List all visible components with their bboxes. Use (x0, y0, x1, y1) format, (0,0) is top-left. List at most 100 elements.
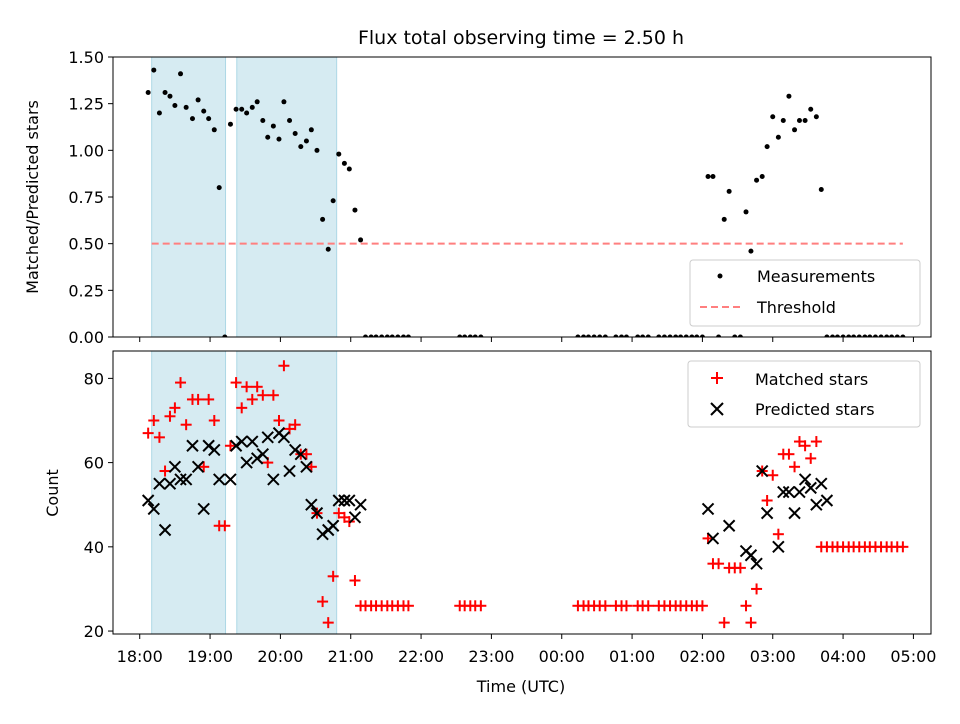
predicted-marker-b (310, 506, 324, 520)
predicted-star-point-1 (147, 502, 161, 516)
predicted-star-point-15 (229, 439, 243, 452)
predicted-star-point-49 (782, 485, 796, 499)
predicted-star-point-10 (197, 502, 210, 516)
x-tick-label-1: 19:00 (187, 647, 233, 666)
predicted-marker-b (744, 549, 758, 562)
predicted-marker-b (224, 473, 237, 486)
predicted-marker-b (174, 473, 187, 486)
matched-star-point-27 (289, 419, 301, 431)
measurement-point-73 (694, 334, 700, 337)
predicted-star-point-5 (168, 460, 182, 474)
x-tick-label-8: 02:00 (679, 647, 725, 666)
measurement-point-16 (233, 106, 239, 112)
predicted-marker-b (788, 506, 801, 520)
matched-star-point-0 (142, 427, 154, 439)
measurement-point-17 (239, 106, 245, 112)
top-y-tick-label-5: 1.25 (68, 95, 104, 114)
measurement-point-83 (748, 248, 754, 254)
measurement-point-43 (379, 334, 385, 337)
shaded-interval-top-1 (236, 57, 338, 337)
measurement-point-1 (151, 67, 157, 73)
measurement-point-84 (754, 177, 760, 183)
matched-star-point-62 (620, 600, 632, 612)
measurement-point-56 (585, 334, 591, 337)
measurement-point-105 (867, 334, 873, 337)
measurement-point-63 (635, 334, 641, 337)
measurement-point-33 (325, 246, 331, 252)
chart-title: Flux total observing time = 2.50 h (358, 27, 684, 49)
predicted-star-point-24 (277, 431, 291, 444)
x-tick-label-0: 18:00 (117, 647, 163, 666)
measurement-point-52 (472, 334, 478, 337)
matched-star-point-92 (793, 436, 805, 448)
measurement-point-10 (201, 108, 207, 114)
measurement-point-44 (384, 334, 390, 337)
matched-star-point-23 (267, 389, 279, 401)
measurement-point-35 (336, 151, 342, 157)
measurement-point-107 (878, 334, 884, 337)
predicted-marker-b (338, 494, 351, 507)
predicted-star-point-9 (191, 460, 205, 474)
predicted-star-point-19 (250, 452, 264, 465)
measurement-point-58 (597, 334, 603, 337)
matched-star-point-38 (349, 575, 361, 587)
measurement-point-62 (623, 334, 629, 337)
predicted-marker-b (202, 439, 215, 452)
predicted-marker-b (283, 464, 296, 478)
x-tick-label-9: 03:00 (750, 647, 796, 666)
predicted-star-point-2 (153, 477, 166, 490)
predicted-marker-b (294, 447, 308, 461)
predicted-marker-b (750, 557, 763, 570)
predicted-marker-b (256, 447, 270, 461)
predicted-marker-b (706, 532, 720, 545)
predicted-marker-b (186, 439, 199, 452)
measurement-point-76 (710, 173, 716, 179)
predicted-marker-b (348, 511, 362, 524)
matched-star-point-24 (273, 414, 285, 426)
predicted-marker-b (810, 498, 823, 511)
predicted-star-point-48 (777, 485, 790, 499)
measurement-point-93 (802, 117, 808, 123)
predicted-star-point-30 (310, 506, 324, 520)
measurement-point-50 (462, 334, 468, 337)
measurement-point-27 (292, 131, 298, 137)
predicted-star-point-27 (294, 447, 308, 461)
x-tick-label-5: 23:00 (468, 647, 514, 666)
predicted-marker-b (141, 494, 155, 507)
predicted-marker-b (326, 519, 340, 532)
measurement-point-77 (716, 334, 722, 337)
measurement-point-39 (358, 237, 364, 243)
shaded-interval-bottom-0 (151, 351, 227, 634)
measurement-point-14 (222, 334, 228, 337)
matched-star-point-86 (761, 495, 773, 507)
predicted-star-point-40 (706, 532, 720, 545)
predicted-marker-b (793, 485, 806, 499)
predicted-star-point-6 (174, 473, 187, 486)
predicted-star-point-17 (240, 456, 253, 469)
matched-star-point-10 (198, 461, 210, 473)
top-x-ticks (139, 337, 914, 342)
predicted-star-point-51 (793, 485, 806, 499)
measurement-point-4 (167, 93, 173, 99)
predicted-star-point-38 (354, 498, 367, 511)
bottom-y-tick-label-1: 40 (84, 538, 104, 557)
predicted-star-point-18 (246, 435, 259, 448)
predicted-marker-b (332, 494, 345, 507)
matched-star-point-95 (810, 436, 822, 448)
top-y-label: Matched/Predicted stars (23, 100, 42, 294)
predicted-star-point-8 (186, 439, 199, 452)
predicted-marker-b (300, 460, 313, 474)
predicted-star-point-37 (348, 511, 362, 524)
measurement-point-31 (314, 147, 320, 153)
measurement-point-65 (645, 334, 651, 337)
measurement-point-19 (249, 104, 255, 110)
measurement-point-57 (591, 334, 597, 337)
predicted-star-point-20 (256, 447, 270, 461)
measurement-point-30 (308, 127, 314, 133)
legend-measurements-marker (717, 273, 723, 279)
measurement-point-70 (678, 334, 684, 337)
top-y-tick-label-1: 0.25 (68, 281, 104, 300)
top-y-tick-label-4: 1.00 (68, 141, 104, 160)
measurement-point-54 (575, 334, 581, 337)
